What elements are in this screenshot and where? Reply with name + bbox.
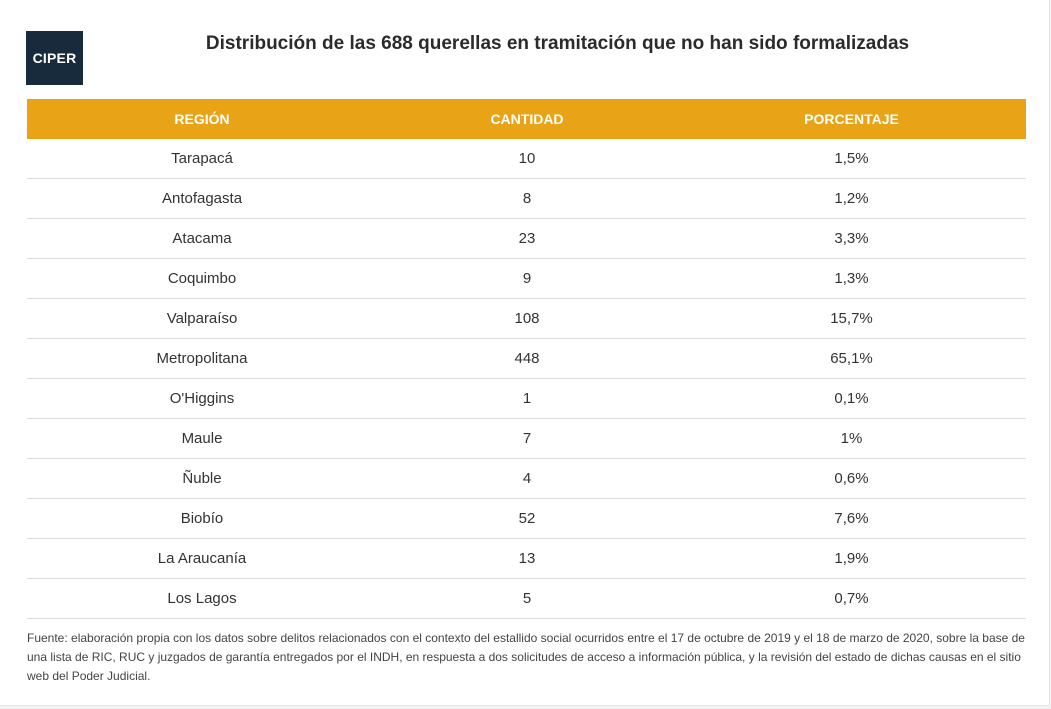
table-row: La Araucanía 13 1,9% — [27, 538, 1026, 579]
cell-cantidad: 13 — [377, 538, 677, 579]
cell-porcentaje: 15,7% — [677, 298, 1026, 339]
cell-region: Coquimbo — [27, 258, 377, 299]
cell-region: Tarapacá — [27, 139, 377, 179]
cell-region: Biobío — [27, 498, 377, 539]
cell-porcentaje: 3,3% — [677, 218, 1026, 259]
cell-cantidad: 23 — [377, 218, 677, 259]
cell-cantidad: 5 — [377, 578, 677, 619]
cell-porcentaje: 1,5% — [677, 139, 1026, 179]
cell-porcentaje: 1% — [677, 418, 1026, 459]
cell-cantidad: 52 — [377, 498, 677, 539]
cell-cantidad: 448 — [377, 338, 677, 379]
cell-cantidad: 1 — [377, 378, 677, 419]
table-header: REGIÓN CANTIDAD PORCENTAJE — [27, 99, 1026, 139]
table-row: Atacama 23 3,3% — [27, 218, 1026, 259]
table-body: Tarapacá 10 1,5% Antofagasta 8 1,2% Atacama 23 3… — [27, 139, 1026, 619]
cell-region: Metropolitana — [27, 338, 377, 379]
data-table: REGIÓN CANTIDAD PORCENTAJE Tarapacá 10 1,5… — [27, 99, 1026, 619]
cell-porcentaje: 1,3% — [677, 258, 1026, 299]
chart-title: Distribución de las 688 querellas en tra… — [205, 33, 910, 54]
table-row: Antofagasta 8 1,2% — [27, 178, 1026, 219]
cell-porcentaje: 1,9% — [677, 538, 1026, 579]
cell-region: La Araucanía — [27, 538, 377, 579]
ciper-logo: CIPER — [26, 31, 83, 85]
table-row: O'Higgins 1 0,1% — [27, 378, 1026, 419]
cell-region: Antofagasta — [27, 178, 377, 219]
cell-region: Ñuble — [27, 458, 377, 499]
cell-porcentaje: 0,1% — [677, 378, 1026, 419]
column-header-porcentaje: PORCENTAJE — [677, 99, 1026, 139]
cell-region: Valparaíso — [27, 298, 377, 339]
cell-porcentaje: 7,6% — [677, 498, 1026, 539]
table-row: Metropolitana 448 65,1% — [27, 338, 1026, 379]
cell-cantidad: 8 — [377, 178, 677, 219]
cell-cantidad: 10 — [377, 139, 677, 179]
table-row: Maule 7 1% — [27, 418, 1026, 459]
table-row: Ñuble 4 0,6% — [27, 458, 1026, 499]
cell-region: Maule — [27, 418, 377, 459]
cell-cantidad: 7 — [377, 418, 677, 459]
cell-porcentaje: 0,6% — [677, 458, 1026, 499]
table-row: Los Lagos 5 0,7% — [27, 578, 1026, 619]
cell-porcentaje: 0,7% — [677, 578, 1026, 619]
column-header-region: REGIÓN — [27, 99, 377, 139]
table-row: Tarapacá 10 1,5% — [27, 139, 1026, 179]
column-header-cantidad: CANTIDAD — [377, 99, 677, 139]
table-row: Coquimbo 9 1,3% — [27, 258, 1026, 299]
data-table-container: REGIÓN CANTIDAD PORCENTAJE Tarapacá 10 1,5… — [27, 99, 1026, 619]
source-note: Fuente: elaboración propia con los datos… — [27, 631, 1025, 683]
cell-cantidad: 4 — [377, 458, 677, 499]
table-header-row: REGIÓN CANTIDAD PORCENTAJE — [27, 99, 1026, 139]
cell-cantidad: 108 — [377, 298, 677, 339]
cell-region: O'Higgins — [27, 378, 377, 419]
cell-porcentaje: 1,2% — [677, 178, 1026, 219]
table-row: Biobío 52 7,6% — [27, 498, 1026, 539]
cell-porcentaje: 65,1% — [677, 338, 1026, 379]
cell-region: Los Lagos — [27, 578, 377, 619]
table-row: Valparaíso 108 15,7% — [27, 298, 1026, 339]
cell-region: Atacama — [27, 218, 377, 259]
cell-cantidad: 9 — [377, 258, 677, 299]
